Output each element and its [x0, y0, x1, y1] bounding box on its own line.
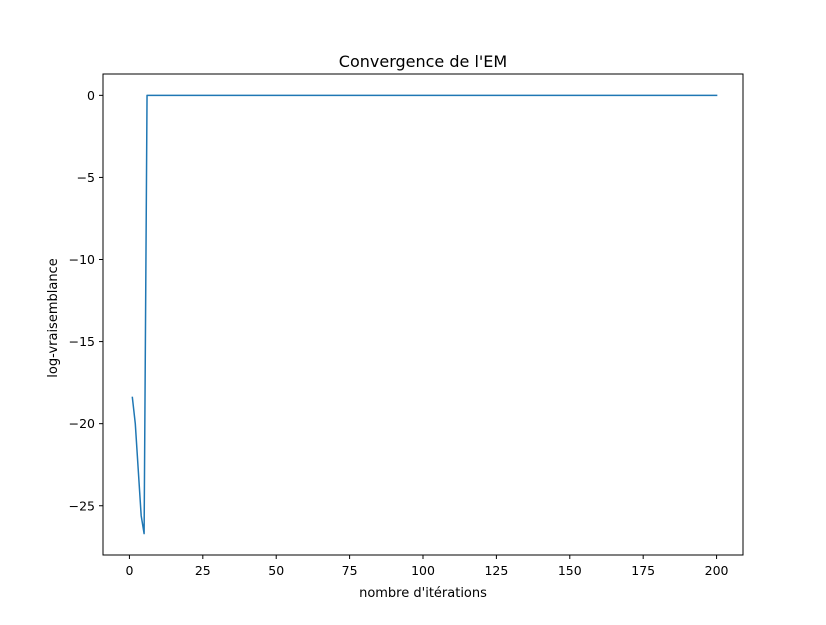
- y-tick-label: −25: [69, 498, 95, 513]
- x-axis-label: nombre d'itérations: [359, 586, 487, 601]
- x-tick-label: 25: [195, 563, 211, 578]
- y-tick-label: −20: [69, 416, 95, 431]
- x-tick-label: 175: [631, 563, 655, 578]
- x-axis-ticks: 0 25 50 75 100 125 150 175 200: [125, 555, 729, 578]
- series-layer: [131, 94, 718, 535]
- x-tick-label: 0: [125, 563, 133, 578]
- y-tick-label: −15: [69, 334, 95, 349]
- series-line: [131, 94, 718, 535]
- y-axis-label: log-vraisemblance: [46, 258, 61, 377]
- y-tick-label: −5: [77, 170, 95, 185]
- x-tick-label: 75: [342, 563, 358, 578]
- y-axis-ticks: 0 −5 −10 −15 −20 −25: [69, 88, 103, 513]
- x-tick-label: 150: [558, 563, 582, 578]
- y-tick-label: 0: [87, 88, 95, 103]
- x-tick-label: 50: [268, 563, 284, 578]
- chart-title: Convergence de l'EM: [339, 52, 507, 71]
- x-tick-label: 125: [484, 563, 508, 578]
- x-tick-label: 100: [411, 563, 435, 578]
- y-tick-label: −10: [69, 252, 95, 267]
- x-tick-label: 200: [705, 563, 729, 578]
